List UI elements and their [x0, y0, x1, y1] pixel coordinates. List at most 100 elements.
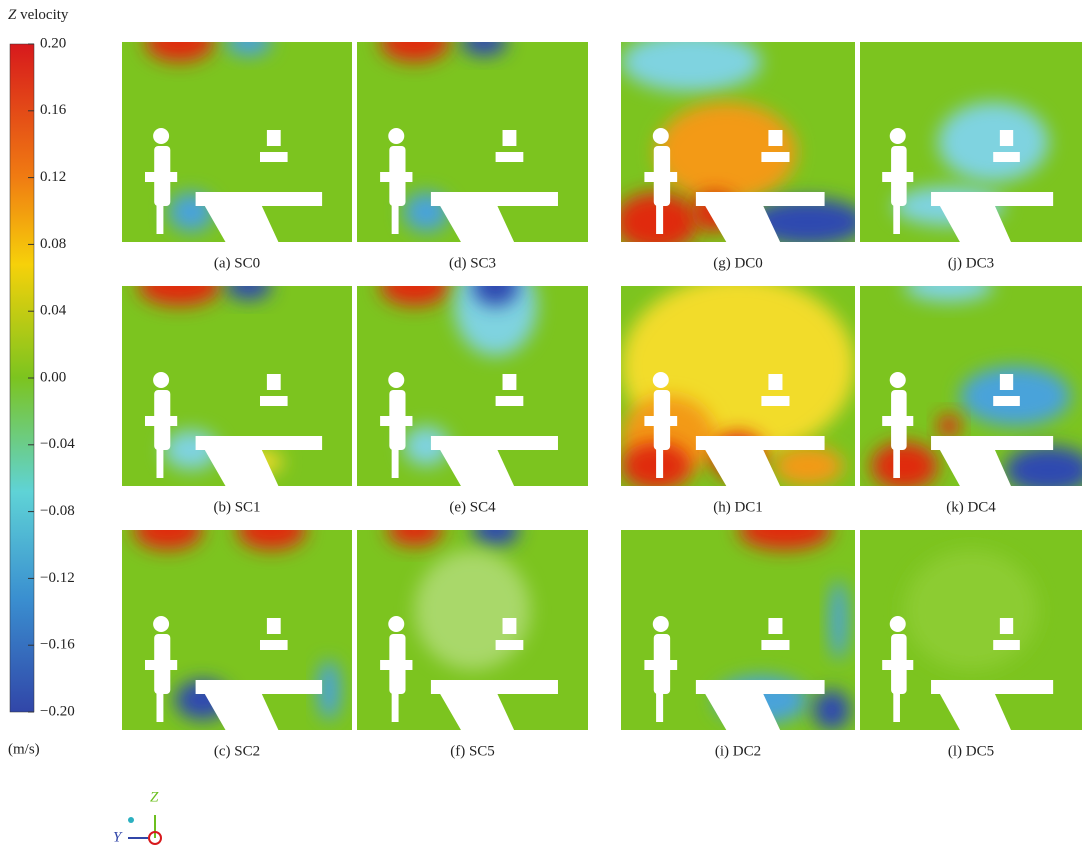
figure: Z velocity (m/s) Z Y 0.200.160.120.080.0… [0, 0, 1087, 854]
axis-z: Z [150, 789, 159, 805]
monitor [1000, 130, 1013, 146]
panel-caption: (d) SC3 [449, 255, 496, 271]
chair-leg [157, 442, 164, 478]
monitor [503, 618, 517, 634]
colorbar-variable: Z [8, 7, 17, 23]
person-head [153, 616, 169, 632]
chair-leg [392, 198, 399, 234]
person-head [153, 372, 169, 388]
monitor [768, 618, 782, 634]
chair-leg [392, 442, 399, 478]
colorbar-tick-label: 0.04 [40, 303, 67, 319]
panel [860, 530, 1082, 730]
chair-leg [893, 442, 900, 478]
contour-blob [621, 32, 761, 92]
monitor-base [993, 152, 1020, 162]
contour-blob [773, 446, 843, 486]
panel [357, 22, 588, 242]
contour-blob [138, 266, 221, 306]
panel-field [860, 42, 1082, 242]
chair [882, 416, 913, 426]
chair [644, 660, 677, 670]
chair-leg [656, 442, 663, 478]
panel-caption: (a) SC0 [214, 255, 260, 271]
colorbar-unit: (m/s) [8, 741, 40, 757]
panel [860, 42, 1082, 242]
chair-leg [656, 198, 663, 234]
colorbar-tick-label: 0.20 [40, 35, 66, 51]
contour-blob [473, 266, 519, 306]
person-head [890, 372, 906, 388]
axis-triad: Z Y [113, 789, 161, 845]
person-head [890, 616, 906, 632]
panel-caption: (h) DC1 [713, 499, 763, 515]
chair [882, 172, 913, 182]
panel [357, 256, 588, 486]
chair-leg [893, 198, 900, 234]
contour-blob [904, 270, 993, 302]
panel [357, 514, 588, 730]
colorbar-title: Z velocity [8, 7, 69, 23]
panel-caption: (g) DC0 [713, 255, 763, 271]
monitor-base [761, 152, 789, 162]
chair-leg [893, 686, 900, 722]
colorbar-tick-label: −0.12 [40, 570, 75, 586]
colorbar-tick-label: −0.16 [40, 637, 75, 653]
person-head [653, 372, 669, 388]
monitor-base [496, 396, 524, 406]
chair [380, 172, 412, 182]
monitor-base [260, 396, 288, 406]
colorbar-tick-label: 0.16 [40, 102, 67, 118]
axis-y: Y [113, 829, 123, 845]
colorbar-tick-label: −0.20 [40, 703, 75, 719]
panel-caption: (j) DC3 [948, 255, 994, 271]
chair [145, 172, 177, 182]
chair-leg [392, 686, 399, 722]
chair [644, 416, 677, 426]
panel-caption: (e) SC4 [449, 499, 496, 515]
chair [380, 416, 412, 426]
person-head [153, 128, 169, 144]
monitor [503, 374, 517, 390]
contour-blob [237, 510, 306, 550]
monitor-base [496, 152, 524, 162]
monitor [267, 130, 281, 146]
contour-blob [473, 514, 519, 546]
person-head [388, 128, 404, 144]
panel [122, 22, 352, 242]
colorbar-tick-label: 0.12 [40, 169, 66, 185]
monitor [267, 374, 281, 390]
person-head [388, 616, 404, 632]
panel-field [357, 514, 588, 730]
panel-field [621, 276, 855, 490]
panel-caption: (i) DC2 [715, 743, 761, 759]
chair [644, 172, 677, 182]
panel [621, 276, 855, 490]
monitor [267, 618, 281, 634]
panel [860, 270, 1087, 494]
panel-caption: (l) DC5 [948, 743, 994, 759]
chair-leg [157, 198, 164, 234]
panel [122, 510, 352, 730]
panel-field [357, 256, 588, 486]
panel-field [621, 510, 855, 730]
contour-blob [938, 414, 960, 438]
colorbar-tick-label: 0.00 [40, 369, 66, 385]
contour-blob [829, 580, 848, 660]
contour-blob [738, 510, 832, 550]
person-head [388, 372, 404, 388]
contour-blob [226, 28, 272, 56]
panel [621, 510, 855, 730]
monitor-base [993, 396, 1020, 406]
contour-blob [145, 22, 214, 62]
contour-blob [380, 22, 449, 62]
chair [882, 660, 913, 670]
panel-field [122, 266, 352, 486]
colorbar-label: velocity [20, 7, 69, 23]
chair-leg [157, 686, 164, 722]
panel-field [122, 22, 352, 242]
panel-caption: (b) SC1 [213, 499, 260, 515]
monitor [503, 130, 517, 146]
monitor [768, 374, 782, 390]
monitor-base [993, 640, 1020, 650]
